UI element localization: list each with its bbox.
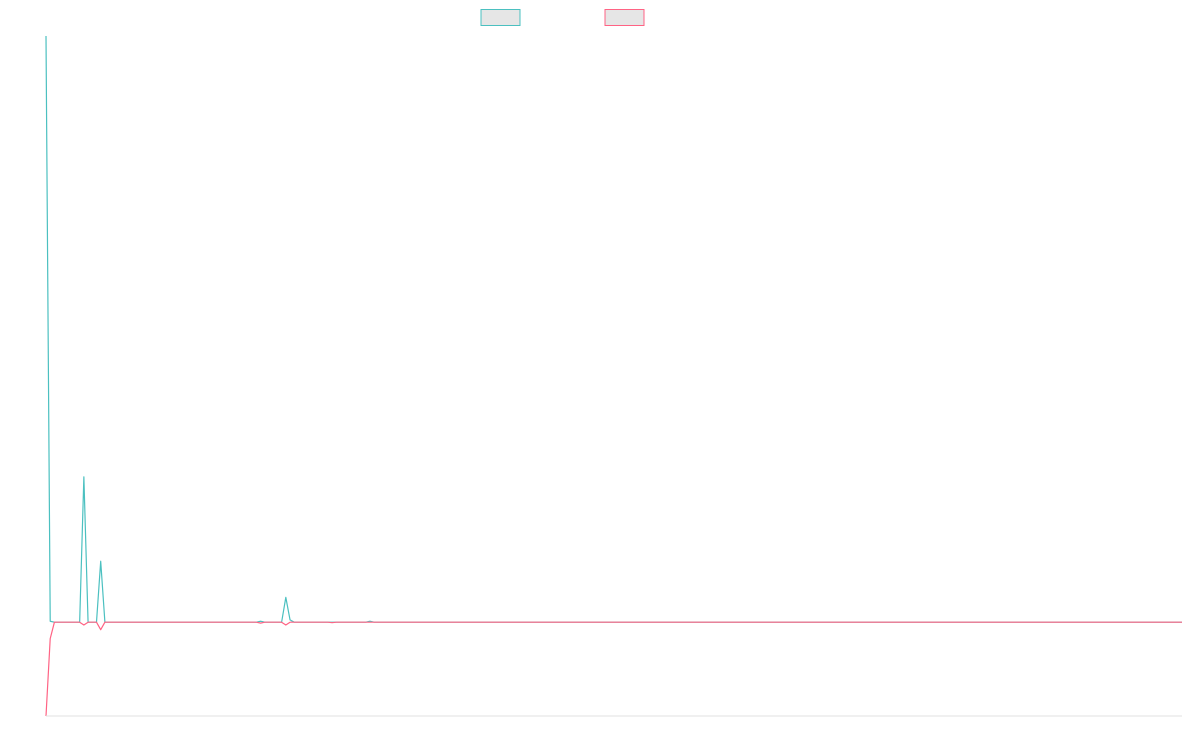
legend-swatch-1[interactable]	[480, 9, 521, 26]
series-line-2	[45, 621, 1182, 717]
series-line-1	[45, 35, 1182, 623]
series-layer	[45, 35, 1182, 717]
legend-swatch-2[interactable]	[604, 9, 645, 26]
legend	[480, 9, 645, 26]
